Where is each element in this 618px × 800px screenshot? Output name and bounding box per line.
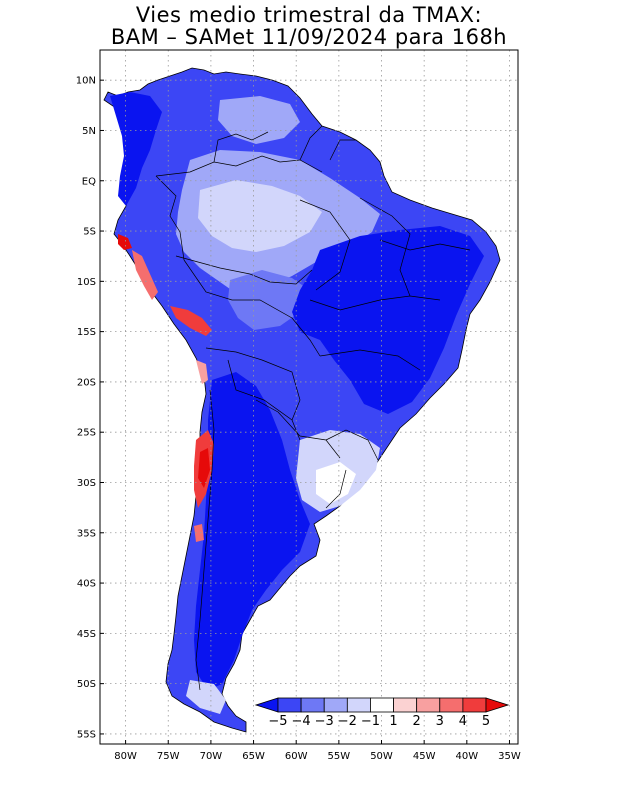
lon-tick-label: 55W — [328, 751, 351, 762]
lon-tick-label: 65W — [242, 751, 265, 762]
colorbar-above-arrow — [485, 697, 510, 713]
lon-tick-label: 80W — [114, 751, 137, 762]
map-subtitle: BAM – SAMet 11/09/2024 para 168h — [110, 25, 508, 49]
strong-negative-region — [110, 92, 162, 206]
colorbar-label: 3 — [436, 714, 444, 729]
colorbar-label: −3 — [315, 714, 334, 729]
lat-tick-label: 40S — [77, 579, 96, 590]
colorbar-segment — [277, 697, 302, 713]
lat-tick-label: 15S — [77, 327, 96, 338]
lat-tick-label: 20S — [77, 377, 96, 388]
lat-tick-label: 55S — [77, 729, 96, 740]
lat-tick-label: 50S — [77, 679, 96, 690]
colorbar-segment — [393, 697, 418, 713]
strong-negative-region — [194, 372, 310, 690]
lat-tick-label: 10S — [77, 277, 96, 288]
colorbar-segment — [323, 697, 348, 713]
lon-tick-label: 60W — [285, 751, 308, 762]
colorbar-segment — [416, 697, 441, 713]
positive-bias-region — [198, 448, 210, 488]
colorbar-label: 1 — [389, 714, 397, 729]
lat-tick-label: 5N — [82, 126, 96, 137]
lon-tick-label: 70W — [200, 751, 223, 762]
colorbar-label: −5 — [268, 714, 287, 729]
map-title: Vies medio trimestral da TMAX: — [135, 3, 483, 27]
colorbar-label: −1 — [361, 714, 380, 729]
lat-tick-label: EQ — [82, 176, 96, 187]
lat-tick-label: 30S — [77, 478, 96, 489]
lon-tick-label: 50W — [370, 751, 393, 762]
colorbar-segment — [370, 697, 394, 713]
colorbar-label: 5 — [482, 714, 490, 729]
longitude-labels: 80W 75W 70W 65W 60W 55W 50W 45W 40W 35W — [114, 740, 521, 762]
positive-bias-region — [194, 524, 204, 542]
positive-bias-region — [118, 234, 132, 250]
map-frame — [99, 49, 519, 745]
lon-tick-label: 75W — [157, 751, 180, 762]
colorbar-segment — [346, 697, 371, 713]
colorbar-segment — [439, 697, 464, 713]
colorbar-label: 4 — [459, 714, 467, 729]
lat-tick-label: 45S — [77, 629, 96, 640]
map-grid — [100, 50, 518, 744]
colorbar-label: −4 — [292, 714, 311, 729]
colorbar-segment — [462, 697, 487, 713]
weak-bias-region — [316, 462, 356, 504]
light-bias-region — [198, 180, 322, 252]
lon-tick-label: 35W — [498, 751, 521, 762]
weak-bias-region — [186, 680, 226, 714]
latitude-labels: 10N 5N EQ 5S 10S 15S 20S 25S 30S 35S 40S 45S 50S 55S — [76, 76, 104, 740]
light-bias-region — [218, 96, 300, 144]
lon-tick-label: 40W — [456, 751, 479, 762]
lon-tick-label: 45W — [413, 751, 436, 762]
lat-tick-label: 25S — [77, 428, 96, 439]
positive-bias-region — [170, 306, 212, 336]
colorbar-label: −2 — [338, 714, 357, 729]
lat-tick-label: 5S — [83, 227, 96, 238]
strong-negative-region — [292, 226, 484, 414]
colorbar-label: 2 — [413, 714, 421, 729]
positive-bias-region — [196, 360, 208, 384]
lat-tick-label: 35S — [77, 528, 96, 539]
colorbar: −5 −4 −3 −2 −1 1 2 3 4 5 — [254, 697, 510, 729]
lat-tick-label: 10N — [76, 76, 96, 87]
positive-bias-region — [132, 250, 158, 300]
country-borders — [155, 125, 471, 691]
light-bias-region — [228, 270, 312, 330]
colorbar-segment — [300, 697, 325, 713]
